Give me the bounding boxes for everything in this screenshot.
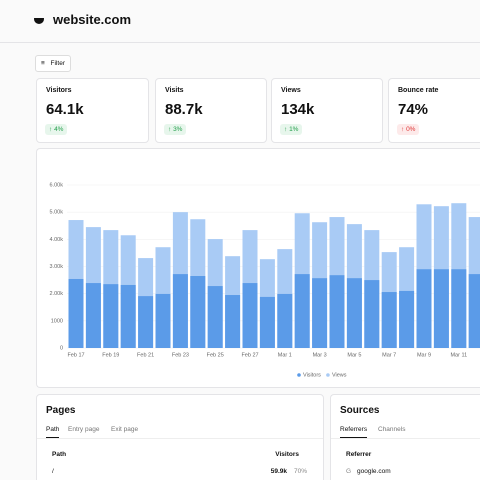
stat-card[interactable]: Visitors 64.1k ↑ 4% — [36, 78, 149, 143]
column-header: Referrer — [346, 451, 372, 458]
bar — [190, 276, 206, 348]
bar — [364, 280, 380, 348]
x-tick-label: Feb 27 — [241, 352, 258, 358]
stat-label: Views — [281, 87, 301, 94]
x-tick-label: Mar 7 — [382, 352, 396, 358]
bar — [85, 283, 101, 348]
stat-value: 134k — [281, 101, 315, 118]
stat-value: 88.7k — [165, 101, 203, 118]
stat-label: Visitors — [46, 87, 72, 94]
bar — [433, 269, 449, 348]
divider — [331, 438, 480, 439]
cell[interactable]: google.com — [357, 468, 391, 475]
bar — [277, 293, 293, 348]
logo — [34, 18, 44, 24]
x-tick-label: Feb 19 — [102, 352, 119, 358]
site-title: website.com — [53, 12, 132, 27]
stat-label: Visits — [165, 87, 184, 94]
stat-change: ↑ 0% — [397, 124, 420, 135]
cell: 59.9k — [270, 468, 287, 475]
y-tick-label: 1000 — [51, 318, 63, 324]
stat-value: 64.1k — [46, 101, 84, 118]
filter-button[interactable]: ≡ Filter — [35, 55, 71, 72]
bar — [242, 283, 258, 348]
bar — [138, 296, 154, 348]
bar — [416, 269, 432, 348]
bar — [207, 286, 223, 348]
stat-change: ↑ 4% — [45, 124, 68, 135]
stat-value: 74% — [398, 101, 429, 118]
sources-card: Sources Referrers Channels Referrer G go… — [330, 394, 480, 480]
x-tick-label: Feb 25 — [207, 352, 224, 358]
filter-label: Filter — [50, 60, 65, 67]
bar — [155, 293, 171, 348]
stat-card[interactable]: Views 134k ↑ 1% — [271, 78, 383, 143]
x-tick-label: Mar 9 — [417, 352, 431, 358]
x-tick-label: Mar 5 — [347, 352, 361, 358]
bar — [468, 274, 480, 348]
chart: 0 1000 2.00k 3.00k 4.00k 5.00k 6.00k Feb 17 Feb … — [50, 182, 480, 378]
tab[interactable]: Referrers — [340, 426, 368, 438]
legend-label: Views — [332, 372, 347, 378]
legend-swatch — [297, 373, 301, 377]
stat-change: ↑ 1% — [280, 124, 303, 135]
tab[interactable]: Path — [46, 426, 60, 438]
stat-card[interactable]: Bounce rate 74% ↑ 0% — [388, 78, 480, 143]
change-text: 4% — [54, 126, 64, 133]
stat-label: Bounce rate — [398, 87, 439, 94]
bar — [381, 292, 397, 348]
stat-card[interactable]: Visits 88.7k ↑ 3% — [155, 78, 267, 143]
change-text: 0% — [406, 126, 416, 133]
bar — [68, 278, 84, 348]
bar — [103, 284, 119, 348]
column-header: Visitors — [275, 451, 299, 458]
stat-change: ↑ 3% — [164, 124, 187, 135]
bar — [329, 275, 345, 348]
y-tick-label: 0 — [60, 345, 63, 351]
change-text: 1% — [289, 126, 299, 133]
legend-swatch — [326, 373, 330, 377]
x-tick-label: Mar 1 — [278, 352, 292, 358]
x-tick-label: Feb 21 — [137, 352, 154, 358]
favicon: G — [346, 468, 352, 475]
x-tick-label: Mar 3 — [313, 352, 327, 358]
bar — [172, 274, 188, 348]
legend-label: Visitors — [303, 372, 321, 378]
column-header: Path — [52, 451, 67, 458]
card-title: Pages — [46, 405, 76, 416]
tab[interactable]: Exit page — [111, 426, 139, 433]
y-tick-label: 2.00k — [50, 291, 64, 297]
bar — [259, 296, 275, 348]
bar — [451, 269, 467, 348]
divider — [37, 438, 323, 439]
x-tick-label: Feb 23 — [172, 352, 189, 358]
bar — [312, 278, 328, 348]
card-title: Sources — [340, 405, 380, 416]
x-tick-label: Mar 11 — [450, 352, 467, 358]
tab[interactable]: Channels — [378, 426, 406, 433]
bar — [120, 284, 136, 348]
bar — [225, 295, 241, 348]
cell: 70% — [293, 468, 307, 475]
chart-card: 0 1000 2.00k 3.00k 4.00k 5.00k 6.00k Feb 17 Feb … — [36, 148, 480, 388]
change-text: 3% — [173, 126, 183, 133]
y-tick-label: 4.00k — [50, 237, 64, 243]
x-tick-label: Feb 17 — [67, 352, 84, 358]
bar — [399, 290, 415, 348]
bar — [346, 278, 362, 348]
cell[interactable]: / — [52, 468, 54, 475]
y-tick-label: 6.00k — [50, 182, 64, 188]
pages-card: Pages Path Entry page Exit page Path Vis… — [36, 394, 324, 480]
divider — [0, 42, 480, 43]
tab[interactable]: Entry page — [68, 426, 100, 433]
bar — [294, 274, 310, 348]
y-tick-label: 3.00k — [50, 264, 64, 270]
y-tick-label: 5.00k — [50, 210, 64, 216]
